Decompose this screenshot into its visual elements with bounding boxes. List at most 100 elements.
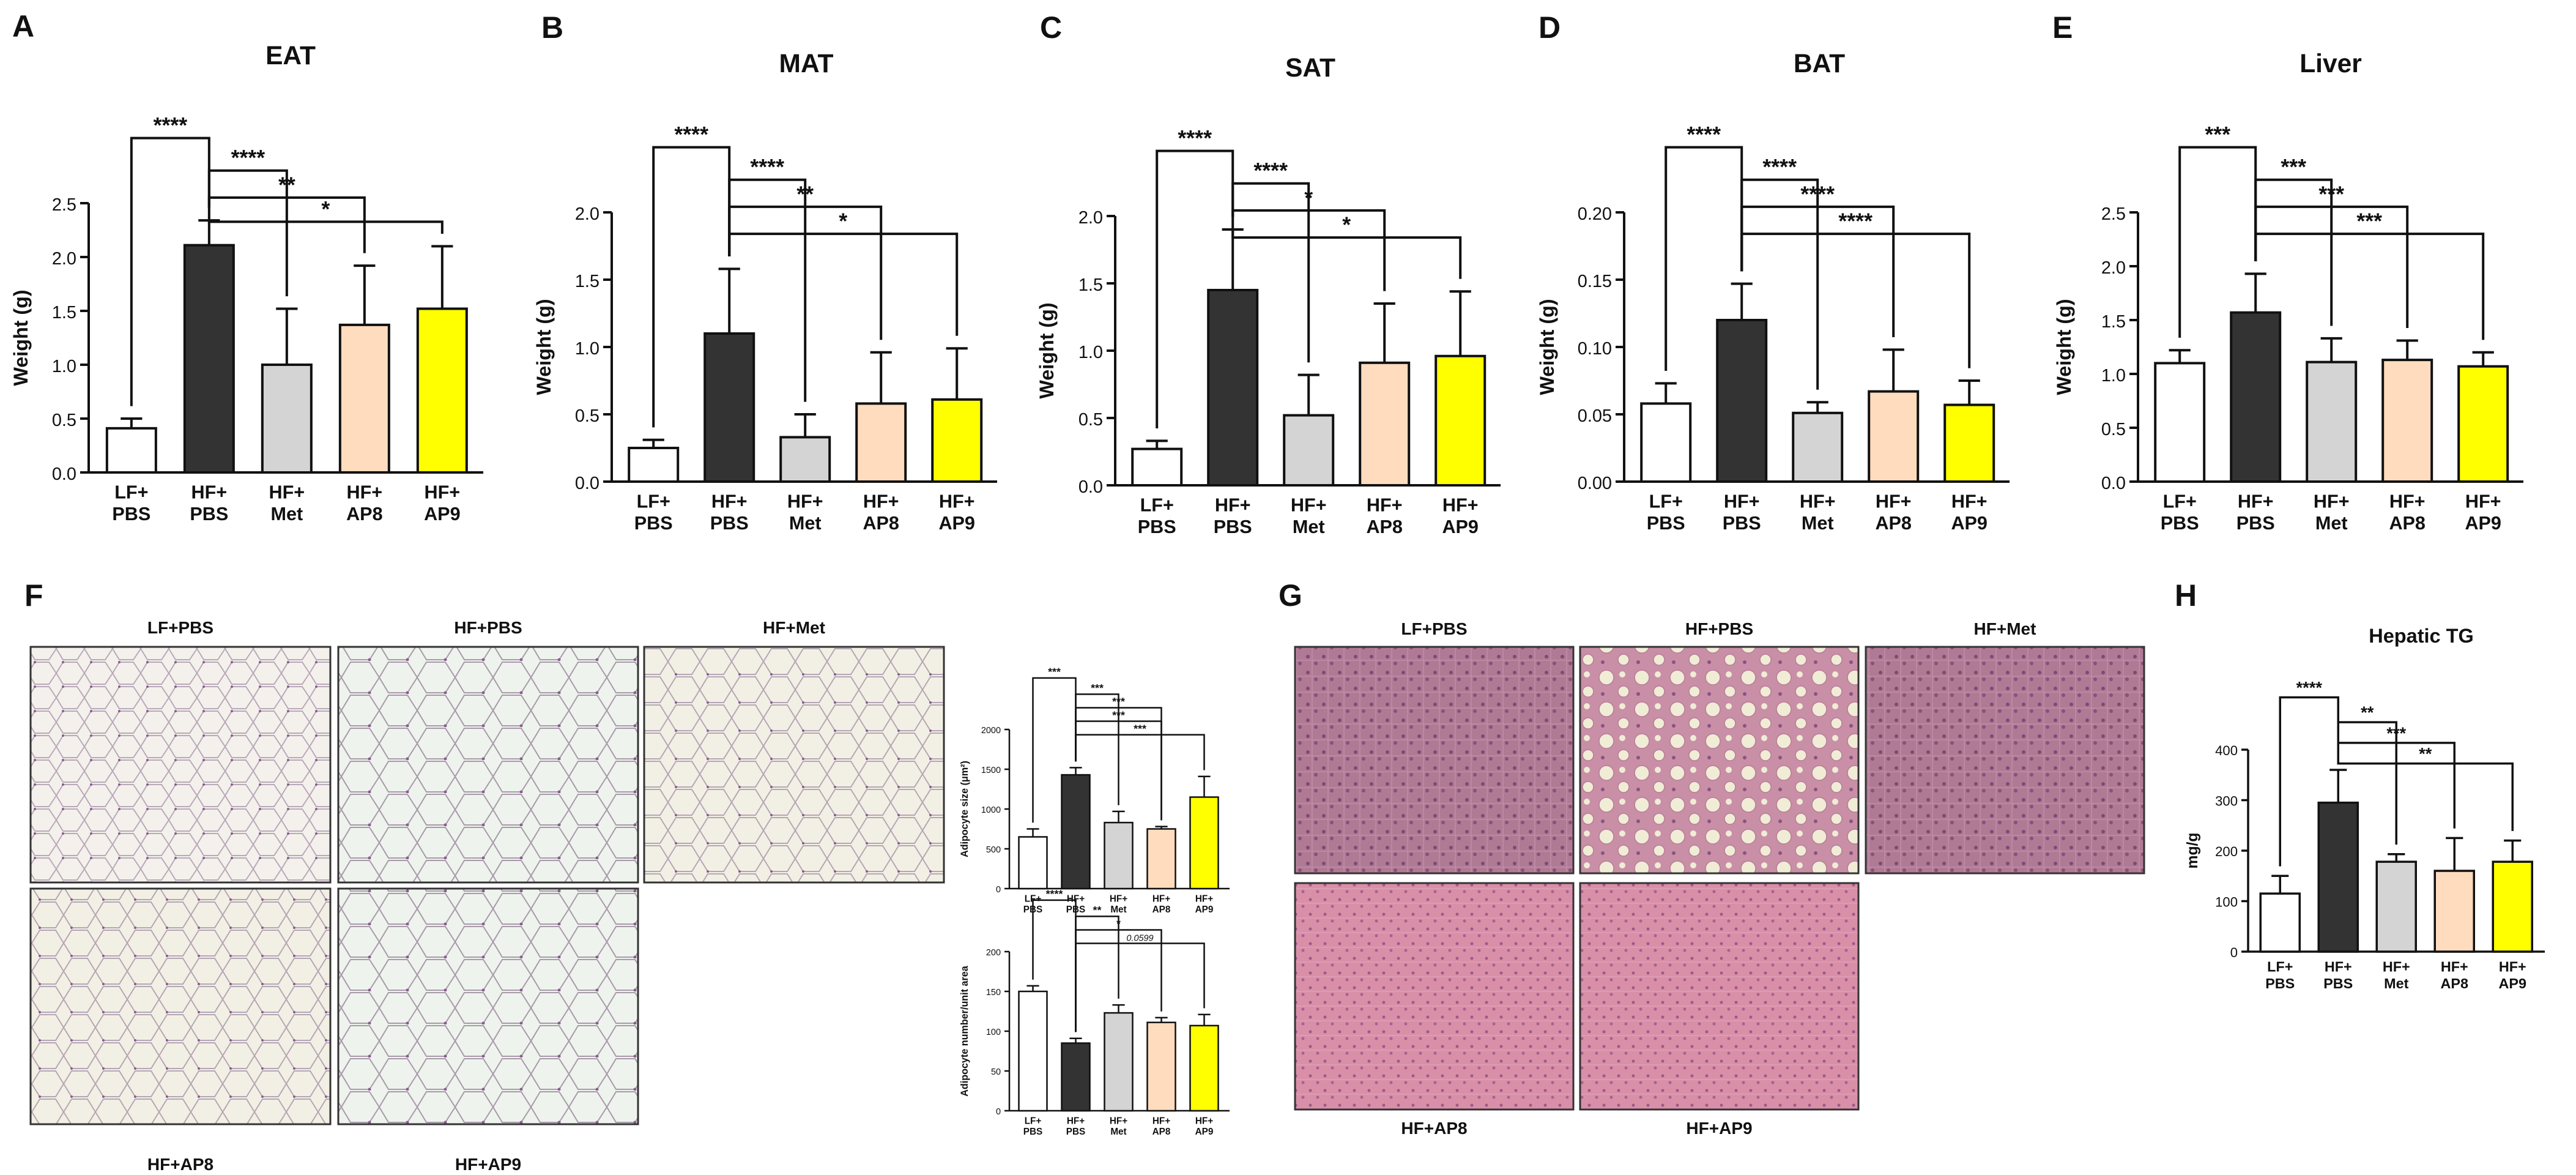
x-tick-label: HF+ [1110, 1116, 1127, 1126]
histology-label-f: HF+PBS [454, 618, 522, 637]
significance-label: ** [2419, 744, 2432, 763]
y-tick-label: 0.0 [1078, 477, 1103, 497]
x-tick-label: HF+ [2499, 959, 2526, 975]
bar-3 [855, 402, 907, 483]
y-tick-label: 0.10 [1578, 339, 1612, 359]
x-tick-label: Met [1293, 517, 1325, 537]
y-tick-label: 0.0 [2101, 474, 2126, 493]
significance-label: * [839, 209, 847, 234]
panel-letter-d: D [1539, 10, 1561, 45]
x-tick-label: HF+ [191, 482, 228, 503]
bar-2 [1104, 1012, 1134, 1112]
chart-title: SAT [1285, 54, 1335, 83]
x-tick-label: HF+ [425, 482, 461, 503]
significance-label: ** [796, 182, 814, 206]
x-tick-label: HF+ [2238, 491, 2274, 512]
histology-image-g-0 [1294, 646, 1575, 875]
significance-label: *** [1112, 695, 1125, 707]
histology-label-f: HF+AP9 [455, 1155, 521, 1174]
x-tick-label: HF+ [1291, 495, 1327, 516]
x-tick-label: AP8 [1366, 517, 1403, 537]
x-tick-label: Met [2384, 975, 2408, 991]
y-tick-label: 50 [991, 1067, 1001, 1077]
significance-label: *** [1112, 709, 1125, 721]
bar-2 [779, 436, 831, 483]
x-tick-label: LF+ [1025, 1116, 1042, 1126]
y-tick-label: 2000 [981, 726, 1001, 736]
x-tick-label: HF+ [787, 491, 823, 512]
y-tick-label: 1.0 [52, 357, 76, 376]
bar-3 [2381, 359, 2433, 483]
histology-label-f: HF+Met [763, 618, 825, 637]
panel-letter-f: F [24, 578, 43, 613]
significance-bracket [2337, 760, 2514, 831]
significance-label: *** [2386, 723, 2406, 742]
y-axis-label: Weight (g) [1536, 299, 1558, 395]
x-tick-label: AP8 [346, 504, 383, 524]
significance-label: *** [1134, 722, 1146, 734]
histology-label-f: HF+AP8 [147, 1155, 213, 1174]
x-tick-label: PBS [1723, 513, 1761, 534]
x-tick-label: HF+ [1876, 491, 1912, 512]
x-tick-label: HF+ [1724, 491, 1760, 512]
x-tick-label: HF+ [1442, 495, 1479, 516]
x-tick-label: HF+ [2383, 959, 2410, 975]
histology-image-f-0 [29, 646, 332, 884]
bar-2 [1283, 414, 1335, 487]
histology-label-g: HF+Met [1974, 619, 2036, 638]
x-tick-label: AP8 [1875, 513, 1912, 534]
panel-letter-a: A [12, 9, 34, 43]
x-tick-label: HF+ [2314, 491, 2350, 512]
x-tick-label: Met [1110, 1127, 1126, 1137]
y-axis-label: Weight (g) [1036, 302, 1058, 398]
y-axis-label: Weight (g) [2053, 299, 2075, 395]
chart-title: Hepatic TG [2369, 625, 2474, 647]
significance-bracket [2337, 742, 2455, 829]
y-tick-label: 0.5 [1078, 410, 1103, 430]
chart-title: Liver [2299, 50, 2362, 78]
y-tick-label: 0.5 [2101, 420, 2126, 439]
significance-label: ** [2361, 703, 2374, 722]
bar-3 [1868, 390, 1920, 483]
significance-bracket [728, 233, 959, 336]
histology-label-g: LF+PBS [1401, 619, 1467, 638]
significance-label: *** [1048, 666, 1061, 678]
x-tick-label: HF+ [2325, 959, 2352, 975]
bar-3 [2433, 870, 2475, 953]
bar-4 [1189, 1024, 1219, 1112]
chart-title: MAT [779, 50, 834, 78]
histology-image-g-3 [1294, 882, 1575, 1111]
significance-label: * [1342, 213, 1351, 237]
bar-0 [1640, 402, 1692, 483]
x-tick-label: Met [2315, 513, 2348, 534]
significance-label: **** [674, 122, 708, 147]
bar-0 [2154, 362, 2206, 483]
x-tick-label: LF+ [637, 491, 670, 512]
x-tick-label: AP9 [1195, 1127, 1214, 1137]
x-tick-label: AP8 [2440, 975, 2468, 991]
histology-label-f: LF+PBS [147, 618, 213, 637]
x-tick-label: HF+ [1110, 893, 1127, 904]
x-tick-label: HF+ [2441, 959, 2468, 975]
significance-label: * [321, 197, 330, 222]
x-tick-label: PBS [1138, 517, 1176, 537]
histology-image-f-2 [643, 646, 945, 884]
panel-letter-g: G [1279, 578, 1302, 613]
significance-label: **** [750, 155, 784, 179]
x-tick-label: HF+ [1800, 491, 1836, 512]
y-tick-label: 1.5 [1078, 275, 1103, 295]
x-tick-label: HF+ [1153, 893, 1170, 904]
panel-letter-b: B [541, 10, 563, 45]
significance-bracket [1075, 942, 1205, 1032]
x-tick-label: Met [789, 513, 822, 534]
significance-bracket [728, 205, 883, 340]
histology-image-g-2 [1865, 646, 2145, 875]
y-tick-label: 100 [2215, 895, 2238, 910]
significance-label: ** [1093, 904, 1102, 916]
panel-letter-c: C [1040, 10, 1062, 45]
bar-0 [1018, 990, 1048, 1112]
bar-2 [2306, 360, 2358, 483]
y-tick-label: 0 [996, 885, 1001, 895]
